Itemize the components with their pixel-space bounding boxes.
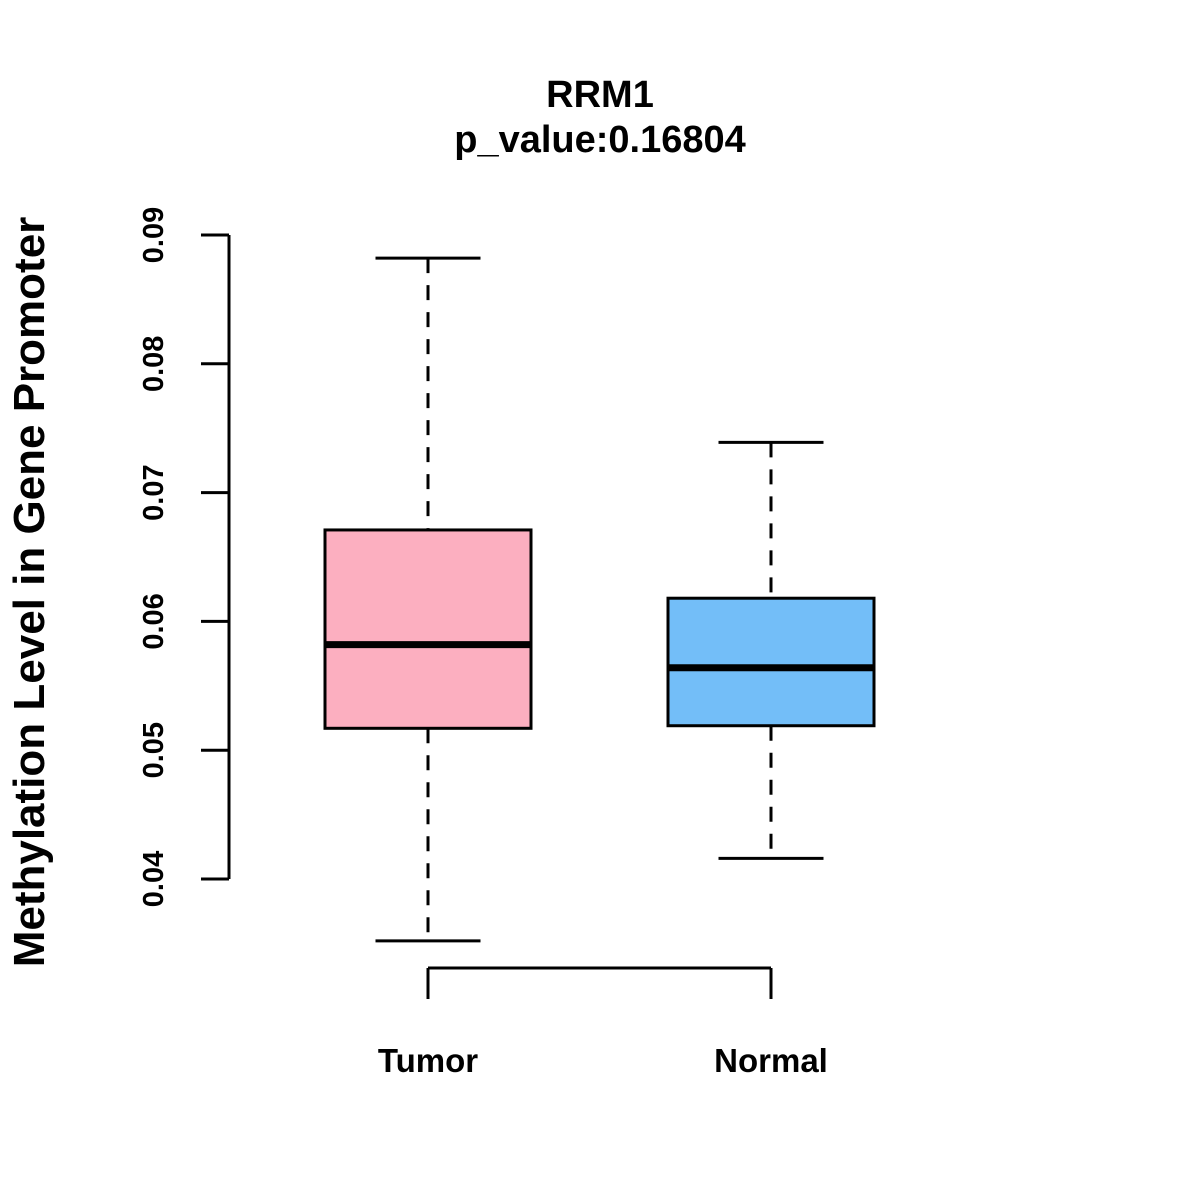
y-tick-label: 0.07 <box>138 464 170 520</box>
y-tick-label: 0.05 <box>138 722 170 778</box>
y-tick-label: 0.09 <box>138 207 170 263</box>
y-tick-label: 0.04 <box>138 851 170 907</box>
y-tick-label: 0.06 <box>138 593 170 649</box>
y-axis-label: Methylation Level in Gene Promoter <box>5 217 54 968</box>
x-category-label-normal: Normal <box>714 1042 828 1079</box>
box-normal <box>666 596 876 728</box>
x-category-label-tumor: Tumor <box>378 1042 478 1079</box>
y-tick-label: 0.08 <box>138 336 170 392</box>
box-tumor <box>323 528 533 730</box>
plot-area: 0.04 0.05 0.06 0.07 0.08 0.09 Tumor Normal <box>138 207 876 1079</box>
chart-subtitle: p_value:0.16804 <box>454 119 746 161</box>
chart-title: RRM1 <box>546 74 654 116</box>
